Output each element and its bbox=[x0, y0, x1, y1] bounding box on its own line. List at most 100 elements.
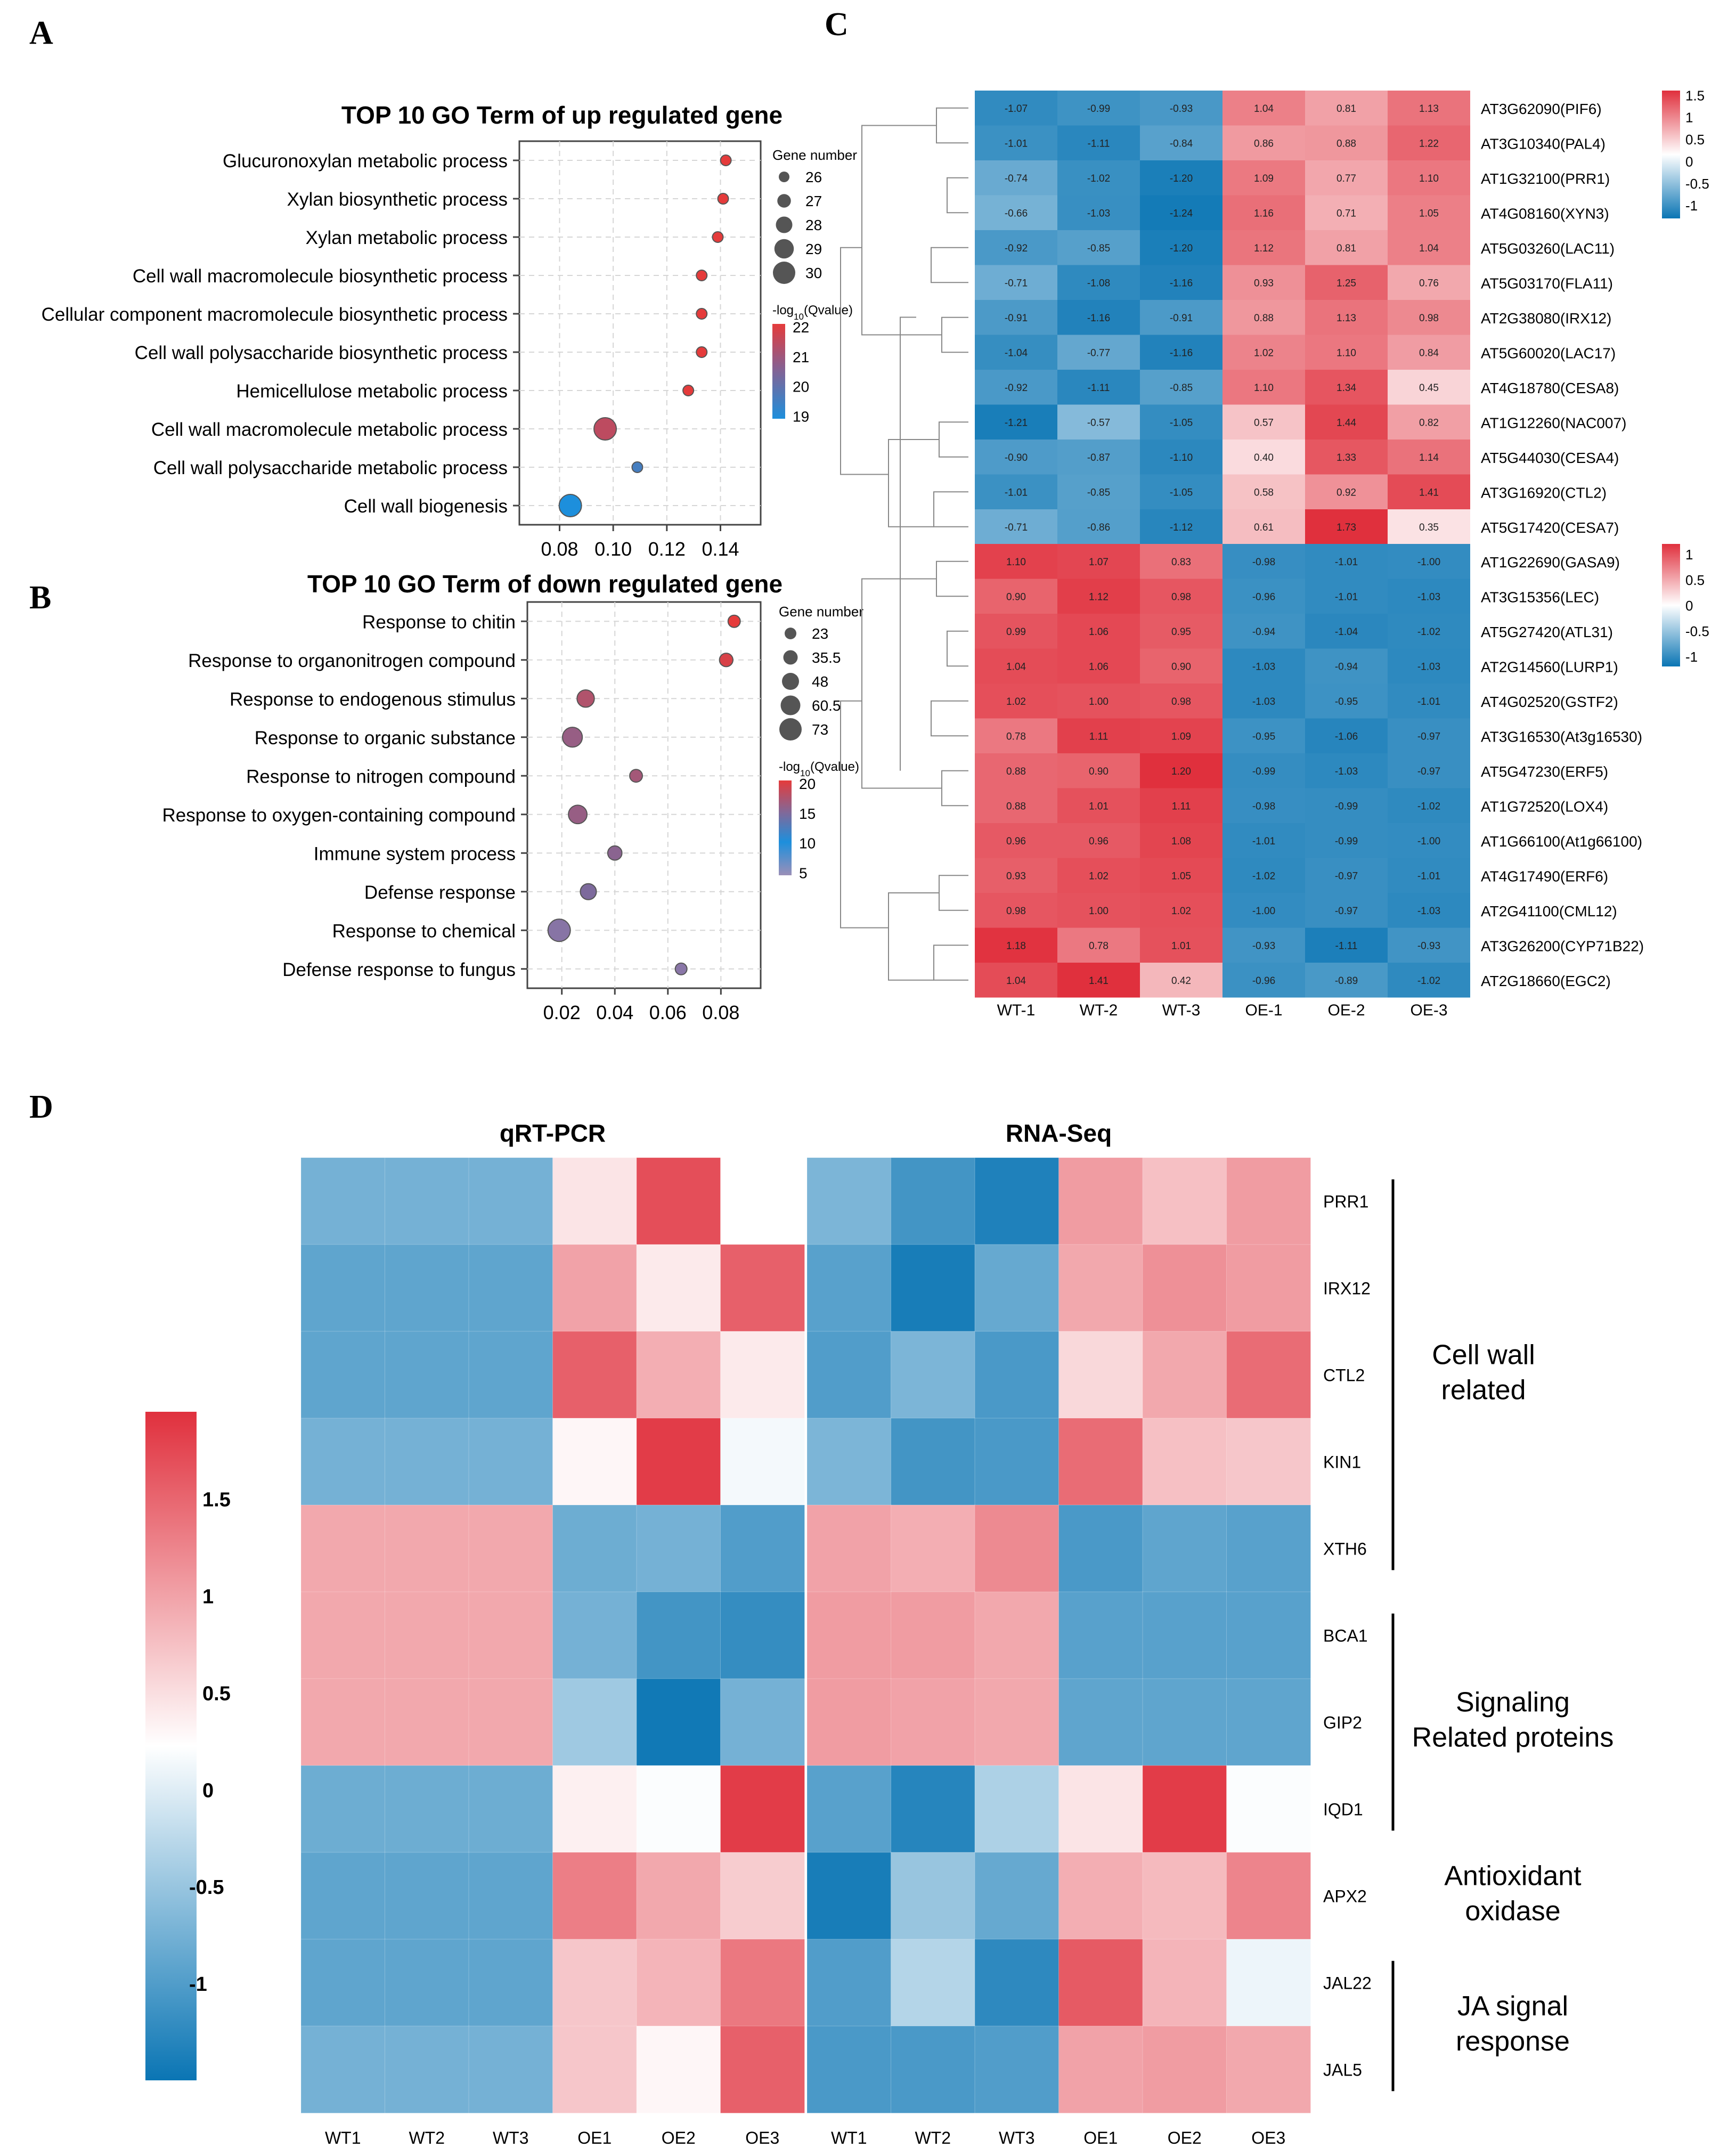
chart-b-category-label: Response to chitin bbox=[362, 612, 516, 632]
heatmap-c-cell bbox=[1388, 823, 1470, 858]
heatmap-c-legend-label: 1 bbox=[1685, 547, 1693, 563]
heatmap-c-cell bbox=[1305, 160, 1388, 196]
heatmap-d-cell bbox=[1142, 1504, 1227, 1592]
heatmap-c-value: 1.01 bbox=[1171, 940, 1191, 951]
heatmap-d-cell bbox=[1142, 1418, 1227, 1506]
heatmap-c-value: 1.04 bbox=[1006, 661, 1026, 672]
heatmap-c-value: 0.99 bbox=[1006, 627, 1026, 638]
heatmap-c-value: 0.40 bbox=[1254, 452, 1274, 463]
heatmap-c-value: 1.09 bbox=[1171, 731, 1191, 742]
heatmap-c-cell bbox=[1057, 963, 1140, 998]
heatmap-c-value: -1.11 bbox=[1088, 138, 1110, 149]
heatmap-d-cell bbox=[468, 1418, 553, 1506]
panel-c-heatmap: -1.07 -0.99 -0.93 1.04 0.81 1.13 AT3G62090(PIF… bbox=[840, 87, 1709, 1019]
heatmap-c-value: -0.92 bbox=[1005, 243, 1028, 254]
heatmap-c-value: -0.71 bbox=[1005, 278, 1028, 289]
heatmap-c-value: 0.93 bbox=[1006, 870, 1026, 882]
heatmap-d-cell bbox=[636, 1244, 721, 1332]
heatmap-c-cell bbox=[1057, 474, 1140, 509]
heatmap-c-cell bbox=[1388, 614, 1470, 649]
heatmap-c-dendrogram-branch bbox=[861, 125, 942, 336]
heatmap-d-row-label: IRX12 bbox=[1323, 1279, 1371, 1298]
heatmap-c-cell bbox=[1305, 91, 1388, 126]
heatmap-c-value: -1.12 bbox=[1170, 522, 1193, 533]
heatmap-c-column-label: OE-2 bbox=[1327, 1002, 1365, 1019]
heatmap-d-cell bbox=[974, 1852, 1059, 1940]
chart-a-category-label: Cellular component macromolecule biosynt… bbox=[42, 304, 508, 325]
heatmap-d-cell bbox=[385, 2025, 469, 2113]
heatmap-c-cell bbox=[1140, 265, 1222, 300]
heatmap-c-cell bbox=[1305, 195, 1388, 230]
chart-b-legend-size-title: Gene number bbox=[779, 604, 863, 620]
heatmap-c-cell bbox=[1222, 648, 1305, 684]
heatmap-c-value: 0.96 bbox=[1089, 836, 1109, 847]
heatmap-c-cell bbox=[1222, 579, 1305, 614]
heatmap-c-cell bbox=[1140, 160, 1222, 196]
heatmap-c-value: 1.25 bbox=[1336, 278, 1356, 289]
heatmap-c-value: -0.74 bbox=[1005, 173, 1028, 184]
heatmap-d-cell bbox=[1142, 1852, 1227, 1940]
heatmap-d-row-label: APX2 bbox=[1323, 1887, 1367, 1906]
heatmap-c-column-label: OE-1 bbox=[1245, 1002, 1282, 1019]
heatmap-d-cell bbox=[974, 1157, 1059, 1245]
heatmap-c-value: -0.89 bbox=[1335, 975, 1358, 987]
heatmap-c-cell bbox=[1222, 230, 1305, 265]
heatmap-c-cell bbox=[1140, 614, 1222, 649]
heatmap-d-group-label: Signaling bbox=[1456, 1687, 1570, 1718]
heatmap-c-value: 0.90 bbox=[1006, 591, 1026, 603]
heatmap-c-dendrogram-branch bbox=[888, 439, 939, 527]
heatmap-c-row-label: AT2G14560(LURP1) bbox=[1481, 658, 1618, 675]
heatmap-d-cell bbox=[1058, 1765, 1143, 1853]
chart-a-point bbox=[712, 231, 724, 243]
heatmap-c-cell bbox=[975, 300, 1057, 335]
heatmap-c-dendrogram-branch bbox=[936, 107, 968, 144]
heatmap-d-cell bbox=[300, 1418, 386, 1506]
panel-label-c: C bbox=[825, 6, 849, 43]
heatmap-d-cell bbox=[1142, 1591, 1227, 1679]
heatmap-d-cell bbox=[891, 2025, 975, 2113]
heatmap-c-cell bbox=[975, 509, 1057, 544]
heatmap-c-cell bbox=[1222, 718, 1305, 753]
heatmap-d-block-title: RNA-Seq bbox=[1006, 1119, 1112, 1147]
heatmap-c-value: -1.04 bbox=[1005, 347, 1028, 359]
heatmap-c-dendrogram-branch bbox=[947, 630, 968, 667]
chart-a-legend-size-dot bbox=[773, 262, 795, 284]
heatmap-c-row-label: AT3G16530(At3g16530) bbox=[1481, 728, 1642, 745]
heatmap-d-cell bbox=[636, 2025, 721, 2113]
heatmap-d-cell bbox=[385, 1331, 469, 1419]
heatmap-c-legend-label: 0.5 bbox=[1685, 572, 1705, 588]
chart-b-point bbox=[568, 804, 588, 825]
heatmap-c-cell bbox=[1388, 648, 1470, 684]
heatmap-d-row-label: JAL22 bbox=[1323, 1974, 1372, 1993]
heatmap-c-value: 1.01 bbox=[1089, 801, 1109, 812]
heatmap-c-value: -1.03 bbox=[1252, 661, 1275, 672]
heatmap-c-row-label: AT3G16920(CTL2) bbox=[1481, 484, 1607, 501]
chart-b-category-label: Response to nitrogen compound bbox=[246, 766, 516, 787]
heatmap-d-cell bbox=[891, 1244, 975, 1332]
heatmap-c-column-label: WT-2 bbox=[1080, 1002, 1118, 1019]
heatmap-c-cell bbox=[975, 684, 1057, 719]
heatmap-d-cell bbox=[720, 1331, 805, 1419]
heatmap-d-cell bbox=[552, 1157, 637, 1245]
heatmap-c-dendrogram-branch bbox=[840, 247, 889, 475]
heatmap-d-cell bbox=[636, 1765, 721, 1853]
chart-a-x-tick-label: 0.12 bbox=[648, 538, 686, 560]
heatmap-c-cell bbox=[975, 404, 1057, 440]
heatmap-c-value: 1.34 bbox=[1336, 383, 1356, 394]
heatmap-d-cell bbox=[468, 2025, 553, 2113]
heatmap-c-column-label: WT-3 bbox=[1162, 1002, 1201, 1019]
heatmap-c-cell bbox=[1057, 858, 1140, 893]
heatmap-c-value: -1.03 bbox=[1417, 906, 1440, 917]
heatmap-c-cell bbox=[1305, 440, 1388, 475]
heatmap-d-cell bbox=[636, 1591, 721, 1679]
heatmap-c-row-label: AT5G60020(LAC17) bbox=[1481, 345, 1616, 361]
heatmap-c-value: 0.98 bbox=[1006, 906, 1026, 917]
heatmap-d-cell bbox=[300, 2025, 386, 2113]
heatmap-c-value: 1.11 bbox=[1089, 731, 1109, 742]
chart-a-x-tick-label: 0.14 bbox=[702, 538, 739, 560]
heatmap-d-cell bbox=[636, 1331, 721, 1419]
heatmap-c-cell bbox=[1222, 544, 1305, 579]
heatmap-c-value: -0.87 bbox=[1087, 452, 1110, 463]
heatmap-c-cell bbox=[1388, 753, 1470, 788]
heatmap-d-cell bbox=[468, 1504, 553, 1592]
